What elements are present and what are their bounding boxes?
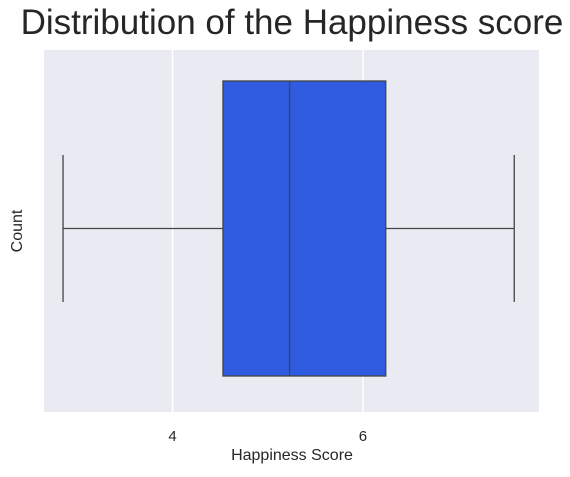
x-tick-label: 4 [168,428,176,445]
interquartile-box [222,80,387,377]
box-plot [62,80,515,377]
x-axis-label: Happiness Score [231,447,353,464]
x-tick-label: 6 [359,428,367,445]
y-axis-label: Count [9,209,26,252]
chart-title: Distribution of the Happiness score [21,3,564,42]
